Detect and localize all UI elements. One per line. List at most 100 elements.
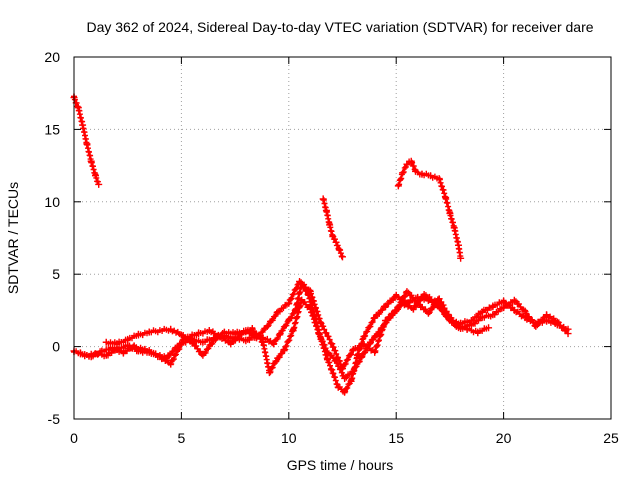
data-point [242,337,250,345]
data-point [489,302,497,310]
data-point [360,332,368,340]
data-point-markers [88,159,98,177]
data-point [474,328,482,336]
data-point [553,318,561,326]
data-point [489,311,497,319]
data-point [87,353,95,361]
data-point [167,325,175,333]
data-point [335,246,343,254]
data-point [334,383,342,391]
data-point [141,345,149,353]
x-tick-label: 20 [496,430,512,446]
data-point [510,306,518,314]
data-point [296,277,304,285]
data-point [227,340,235,348]
data-point [315,330,323,338]
data-point [349,345,357,353]
data-point [102,338,110,346]
data-point [322,206,330,214]
data-point [403,288,411,296]
data-point [543,311,551,319]
data-point [392,292,400,300]
data-point [467,321,475,329]
data-point [532,322,540,330]
data-point [306,305,314,313]
data-point [109,344,117,352]
data-point [91,172,99,180]
x-axis-label: GPS time / hours [287,457,394,473]
data-point-markers [323,208,333,226]
x-tick-label: 10 [281,430,297,446]
data-point [326,221,334,229]
data-point-markers [446,209,457,229]
data-point [130,343,138,351]
data-point [399,169,407,177]
x-tick-label: 0 [70,430,78,446]
data-point [478,314,486,322]
data-point [431,298,439,306]
data-point [263,335,271,343]
data-point [510,296,518,304]
data-point [349,367,357,375]
data-point [399,299,407,307]
data-point [205,327,213,335]
data-point [403,160,411,168]
y-tick-label: -5 [48,411,61,427]
data-point [182,334,190,342]
data-point [564,330,572,338]
data-point [332,357,340,365]
data-point [167,360,175,368]
data-point [412,167,420,175]
data-point [388,311,396,319]
data-point [188,338,196,346]
data-point [446,209,454,217]
data-point [274,308,282,316]
x-tick-labels: 0 5 10 15 20 25 [70,430,619,446]
y-tick-label: 0 [52,339,60,355]
data-point [328,340,336,348]
data-point [319,195,327,203]
data-point [332,238,340,246]
data-point [409,305,417,313]
data-point [500,304,508,312]
data-point [407,157,415,165]
data-point [463,325,471,333]
data-point [454,241,462,249]
grid-lines [74,57,611,419]
data-point [323,348,331,356]
data-point [134,331,142,339]
y-tick-label: 10 [44,194,60,210]
plot-frame [73,56,612,420]
y-tick-label: 15 [44,121,60,137]
data-point [281,345,289,353]
data-point [442,311,450,319]
data-point [259,338,267,346]
x-tick-label: 25 [603,430,619,446]
data-point [74,104,82,112]
data-point [317,319,325,327]
x-tick-label: 5 [178,430,186,446]
y-tick-label: 20 [44,49,60,65]
data-point [272,357,280,365]
data-point [199,351,207,359]
data-point [341,387,349,395]
data-point-markers [83,141,94,163]
data-point [87,157,95,165]
data-point [177,331,185,339]
data-point [339,253,346,261]
y-tick-labels: -5 0 5 10 15 20 [44,49,60,427]
data-point [354,351,362,359]
data-point [76,350,84,358]
data-point [341,374,349,382]
data-point [216,332,224,340]
data-point [195,330,203,338]
data-point [442,193,450,201]
y-axis-label: SDTVAR / TECUs [5,182,21,294]
data-point [347,377,355,385]
data-point [381,302,389,310]
tick-marks [73,56,612,420]
data-point [328,366,336,374]
data-point [276,330,284,338]
data-point [358,353,366,361]
